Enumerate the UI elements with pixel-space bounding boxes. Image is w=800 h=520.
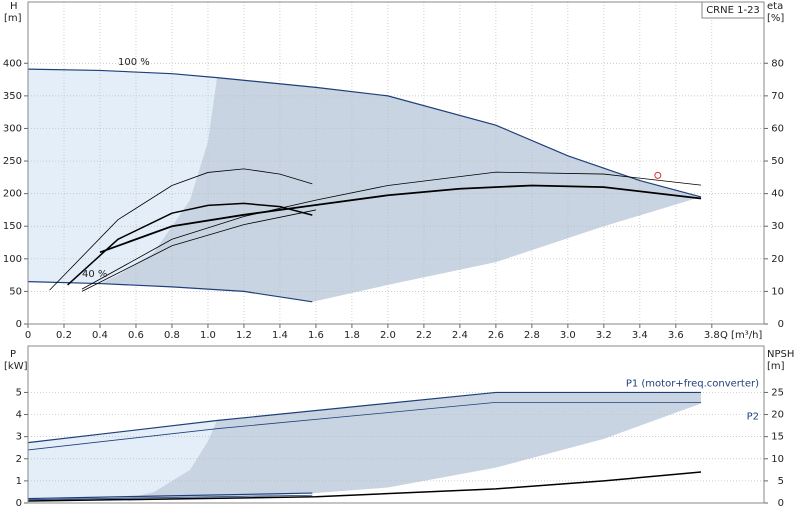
y2-tick-label: 5	[778, 476, 784, 487]
y2-tick-label: 10	[771, 454, 784, 465]
x-tick-label: 0	[25, 330, 31, 341]
y2-tick-label: 15	[771, 432, 784, 443]
y-tick-label: 1	[16, 476, 22, 487]
x-tick-label: 1.6	[308, 330, 324, 341]
curve	[27, 401, 702, 451]
y2-axis-unit: [m]	[767, 361, 785, 372]
x-axis-label: Q [m³/h]	[720, 330, 762, 341]
operating-point	[654, 171, 662, 179]
x-tick-label: 0.4	[92, 330, 108, 341]
x-tick-label: 3.0	[560, 330, 576, 341]
x-tick-label: 2.8	[524, 330, 540, 341]
x-tick-label: 2.2	[416, 330, 432, 341]
y-tick-label: 2	[16, 454, 22, 465]
x-tick-label: 1.4	[272, 330, 288, 341]
y2-axis-label: eta	[767, 1, 783, 12]
operating-region	[28, 69, 217, 284]
y2-tick-label: 40	[771, 189, 784, 200]
curve	[27, 68, 702, 198]
x-tick-label: 2.0	[380, 330, 396, 341]
y-tick-label: 0	[16, 498, 22, 509]
y-tick-label: 4	[16, 410, 22, 421]
plot-frame	[27, 1, 765, 325]
y2-tick-label: 60	[771, 123, 784, 134]
y2-tick-label: 20	[771, 410, 784, 421]
y-tick-label: 100	[3, 254, 22, 265]
x-tick-label: 0.8	[164, 330, 180, 341]
series-label: P1 (motor+freq.converter)	[626, 378, 759, 389]
y2-tick-label: 20	[771, 254, 784, 265]
y-axis-unit: [m]	[4, 13, 22, 24]
operating-region	[99, 77, 702, 302]
x-tick-label: 3.6	[668, 330, 684, 341]
y2-axis-label: NPSH	[767, 349, 794, 360]
y2-tick-label: 10	[771, 286, 784, 297]
y-axis-unit: [kW]	[4, 361, 28, 372]
y-tick-label: 200	[3, 189, 22, 200]
y-tick-label: 3	[16, 432, 22, 443]
y2-tick-label: 80	[771, 58, 784, 69]
plot-frame	[27, 345, 765, 504]
y-tick-label: 300	[3, 123, 22, 134]
y2-axis-unit: [%]	[767, 13, 784, 24]
y-tick-label: 150	[3, 221, 22, 232]
y-tick-label: 5	[16, 387, 22, 398]
y-tick-label: 250	[3, 156, 22, 167]
curve	[27, 281, 313, 303]
x-tick-label: 2.6	[488, 330, 504, 341]
x-tick-label: 0.6	[128, 330, 144, 341]
curve	[27, 492, 313, 500]
x-tick-label: 3.4	[632, 330, 648, 341]
y2-tick-label: 50	[771, 156, 784, 167]
annotation: 40 %	[82, 269, 107, 280]
curve	[81, 209, 317, 292]
curve	[27, 391, 702, 444]
title-box	[701, 1, 765, 19]
y-tick-label: 50	[9, 286, 22, 297]
curve	[99, 184, 702, 254]
x-tick-label: 2.4	[452, 330, 468, 341]
y-axis-label: P	[10, 349, 16, 360]
y2-tick-label: 25	[771, 387, 784, 398]
x-tick-label: 1.2	[236, 330, 252, 341]
y-tick-label: 400	[3, 58, 22, 69]
x-tick-label: 3.2	[596, 330, 612, 341]
chart-title: CRNE 1-23	[706, 5, 760, 16]
curve	[49, 168, 313, 291]
curve	[67, 202, 313, 286]
y-tick-label: 350	[3, 91, 22, 102]
y-axis-label: H	[10, 1, 18, 12]
operating-region	[117, 392, 702, 501]
x-tick-label: 1.0	[200, 330, 216, 341]
annotation: 100 %	[118, 57, 150, 68]
y-tick-label: 0	[16, 319, 22, 330]
curve	[27, 494, 313, 501]
y2-tick-label: 0	[778, 319, 784, 330]
x-tick-label: 3.8	[704, 330, 720, 341]
curve	[27, 471, 702, 502]
y2-tick-label: 70	[771, 91, 784, 102]
x-tick-label: 0.2	[56, 330, 72, 341]
x-tick-label: 1.8	[344, 330, 360, 341]
y2-tick-label: 30	[771, 221, 784, 232]
curve	[81, 171, 702, 290]
series-label: P2	[747, 411, 759, 422]
y2-tick-label: 0	[778, 498, 784, 509]
